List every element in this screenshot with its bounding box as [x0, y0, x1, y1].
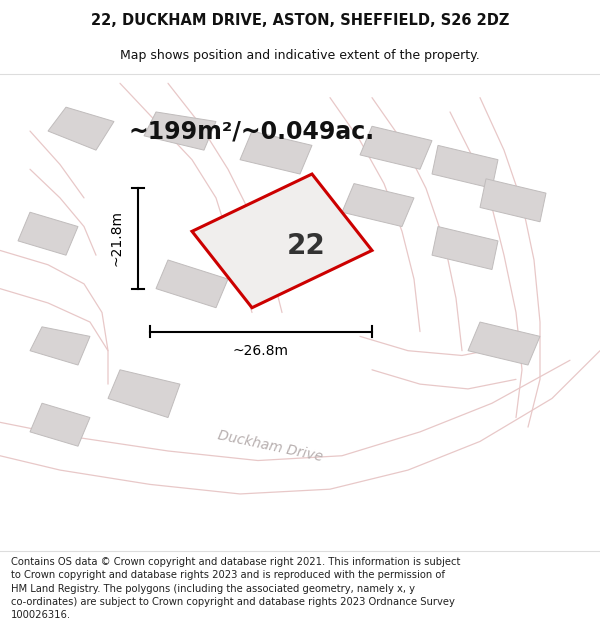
Polygon shape: [108, 370, 180, 418]
Polygon shape: [192, 174, 372, 308]
Text: Map shows position and indicative extent of the property.: Map shows position and indicative extent…: [120, 49, 480, 62]
Text: ~199m²/~0.049ac.: ~199m²/~0.049ac.: [129, 119, 375, 143]
Polygon shape: [144, 112, 216, 150]
Text: ~26.8m: ~26.8m: [233, 344, 289, 357]
Polygon shape: [156, 260, 228, 308]
Text: 22, DUCKHAM DRIVE, ASTON, SHEFFIELD, S26 2DZ: 22, DUCKHAM DRIVE, ASTON, SHEFFIELD, S26…: [91, 13, 509, 28]
Polygon shape: [30, 327, 90, 365]
Polygon shape: [432, 146, 498, 188]
Polygon shape: [18, 213, 78, 255]
Polygon shape: [468, 322, 540, 365]
Polygon shape: [480, 179, 546, 222]
Polygon shape: [360, 126, 432, 169]
Polygon shape: [342, 184, 414, 226]
Polygon shape: [432, 226, 498, 269]
Text: Contains OS data © Crown copyright and database right 2021. This information is : Contains OS data © Crown copyright and d…: [11, 557, 460, 620]
Text: ~21.8m: ~21.8m: [110, 211, 124, 266]
Polygon shape: [30, 403, 90, 446]
Text: Duckham Drive: Duckham Drive: [216, 428, 324, 464]
Polygon shape: [48, 107, 114, 150]
Text: 22: 22: [287, 232, 325, 259]
Polygon shape: [240, 131, 312, 174]
